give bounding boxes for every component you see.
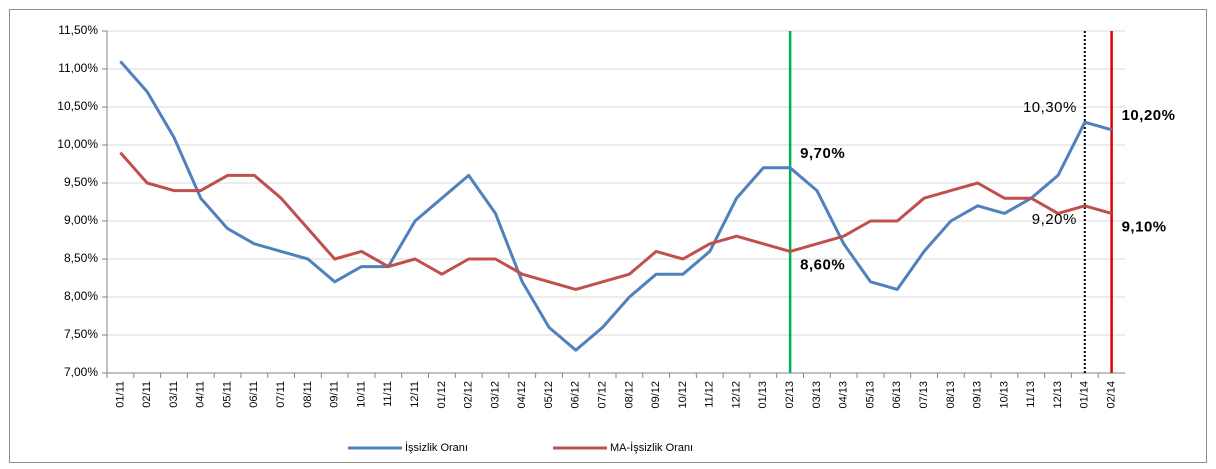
x-tick-label: 05/12	[543, 381, 555, 409]
x-tick-label: 11/12	[704, 381, 716, 408]
x-tick-label: 12/11	[409, 381, 421, 408]
x-tick-label: 01/12	[436, 381, 448, 409]
x-tick-label: 11/13	[1025, 381, 1037, 408]
x-tick-label: 04/11	[195, 381, 207, 408]
y-tick-label: 8,00%	[64, 289, 98, 303]
x-tick-label: 09/11	[329, 381, 341, 408]
x-tick-label: 10/11	[355, 381, 367, 408]
y-tick-label: 8,50%	[64, 251, 98, 265]
x-tick-label: 10/12	[677, 381, 689, 409]
x-tick-label: 08/11	[302, 381, 314, 408]
x-tick-label: 11/11	[382, 381, 394, 407]
x-tick-label: 12/12	[730, 381, 742, 409]
y-tick-label: 10,50%	[57, 99, 98, 113]
x-tick-label: 03/11	[168, 381, 180, 408]
x-tick-label: 01/13	[757, 381, 769, 409]
x-tick-label: 04/12	[516, 381, 528, 409]
annotation: 9,20%	[1032, 211, 1077, 228]
y-tick-label: 11,50%	[58, 23, 98, 37]
x-tick-label: 08/12	[623, 381, 635, 409]
x-tick-label: 07/13	[918, 381, 930, 409]
x-tick-label: 02/12	[463, 381, 475, 409]
x-tick-label: 06/11	[248, 381, 260, 408]
x-tick-label: 06/13	[891, 381, 903, 409]
x-tick-label: 06/12	[570, 381, 582, 409]
x-tick-label: 01/11	[114, 381, 126, 408]
annotation: 8,60%	[800, 256, 845, 273]
x-tick-label: 02/14	[1106, 381, 1118, 409]
series-line	[119, 151, 1113, 291]
x-tick-label: 05/13	[864, 381, 876, 409]
x-tick-label: 12/13	[1052, 381, 1064, 409]
y-tick-label: 9,50%	[64, 175, 98, 189]
x-tick-label: 02/11	[141, 381, 153, 408]
chart-frame	[9, 9, 1207, 463]
annotation: 9,10%	[1122, 218, 1167, 235]
y-tick-label: 10,00%	[57, 137, 98, 151]
annotation: 10,20%	[1122, 107, 1176, 124]
x-tick-label: 04/13	[838, 381, 850, 409]
y-tick-label: 11,00%	[58, 61, 98, 75]
x-tick-label: 08/13	[945, 381, 957, 409]
series-line	[119, 60, 1113, 352]
annotation: 10,30%	[1023, 99, 1077, 116]
x-tick-label: 09/12	[650, 381, 662, 409]
x-tick-label: 03/13	[811, 381, 823, 409]
y-tick-label: 9,00%	[64, 213, 98, 227]
x-tick-label: 10/13	[998, 381, 1010, 409]
legend-label: MA-İşsizlik Oranı	[610, 441, 693, 454]
x-tick-label: 02/13	[784, 381, 796, 409]
x-tick-label: 07/11	[275, 381, 287, 408]
x-tick-label: 05/11	[221, 381, 233, 408]
annotation: 9,70%	[800, 145, 845, 162]
y-tick-label: 7,00%	[64, 365, 98, 379]
x-tick-label: 03/12	[489, 381, 501, 409]
x-tick-label: 09/13	[972, 381, 984, 409]
x-tick-label: 07/12	[597, 381, 609, 409]
y-tick-label: 7,50%	[64, 327, 98, 341]
legend-label: İşsizlik Oranı	[405, 441, 468, 454]
x-tick-label: 01/14	[1079, 381, 1091, 409]
